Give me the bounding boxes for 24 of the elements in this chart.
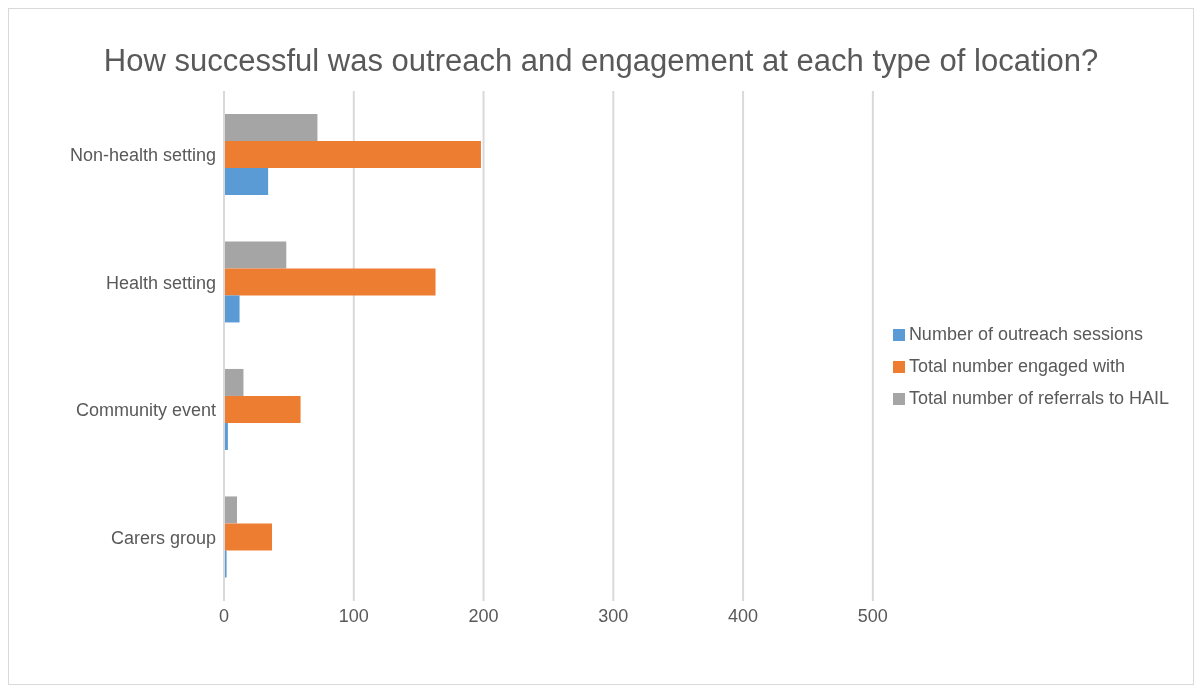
x-tick-label: 200 [468, 605, 499, 626]
bar [224, 368, 244, 396]
bar [224, 295, 240, 323]
y-tick-label: Health setting [105, 272, 216, 293]
bar [224, 268, 436, 296]
legend-label: Number of outreach sessions [908, 324, 1143, 344]
chart-title: How successful was outreach and engagement at each type of location? [102, 42, 1100, 80]
legend-label: Total number of referrals to HAIL [908, 388, 1169, 408]
bar [224, 496, 237, 524]
bar [224, 523, 273, 551]
x-tick-label: 100 [338, 605, 369, 626]
y-tick-label: Non-health setting [69, 145, 216, 166]
x-tick-label: 300 [598, 605, 629, 626]
y-tick-label: Carers group [110, 527, 216, 548]
x-tick-label: 0 [218, 605, 230, 626]
bar [224, 241, 287, 269]
x-tick-label: 400 [728, 605, 759, 626]
legend-label: Total number engaged with [908, 356, 1126, 376]
bar [224, 140, 481, 168]
bar [224, 395, 301, 423]
y-tick-label: Community event [75, 400, 216, 421]
bar [224, 167, 269, 195]
bar [224, 113, 318, 141]
x-tick-label: 500 [857, 605, 888, 626]
